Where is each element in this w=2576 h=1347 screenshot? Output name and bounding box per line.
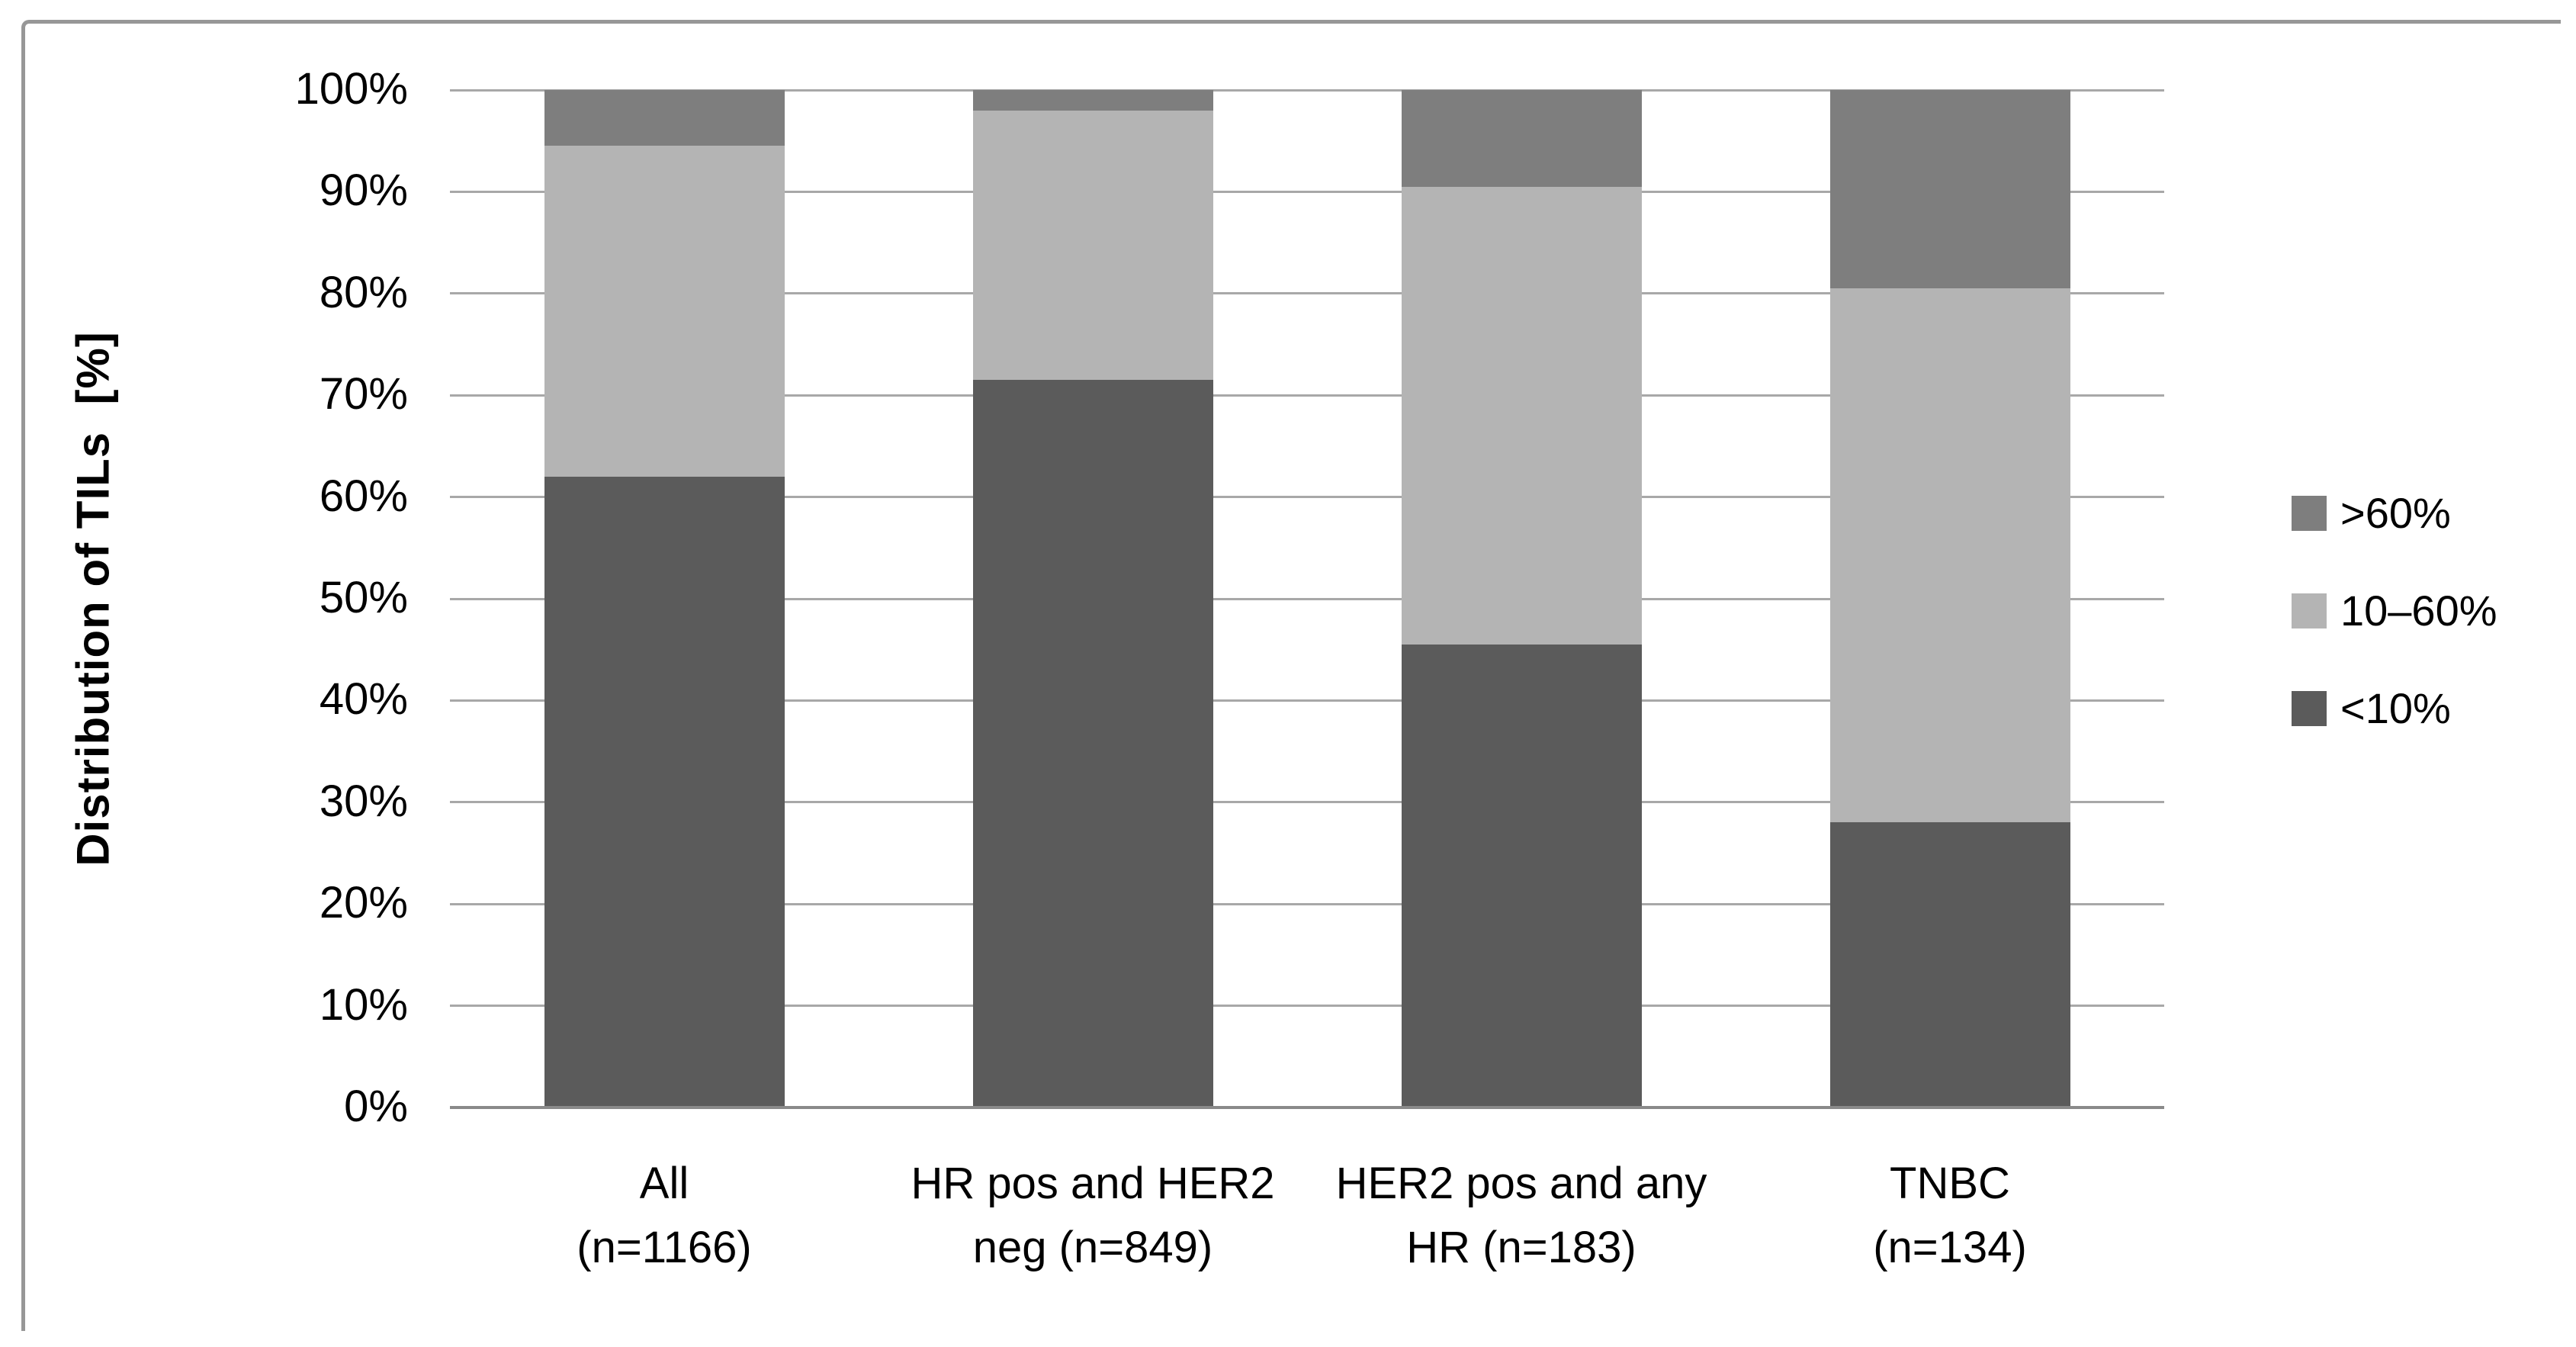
y-axis-tick-label: 90% <box>319 166 408 216</box>
bar-her2-pos-any-hr-segment-gt60 <box>1401 90 1642 187</box>
legend-swatch-10to60 <box>2292 593 2327 628</box>
gridline-80 <box>450 292 2164 295</box>
bar-hr-pos-her2-neg-segment-lt10 <box>972 380 1213 1107</box>
legend-entry-10to60: 10–60% <box>2292 590 2497 632</box>
legend-entry-lt10: <10% <box>2292 687 2451 730</box>
legend-label-gt60: >60% <box>2340 489 2451 537</box>
gridline-100 <box>450 88 2164 92</box>
category-label-line: All <box>639 1159 689 1208</box>
bar-tnbc-segment-10to60 <box>1829 288 2070 823</box>
gridline-40 <box>450 699 2164 702</box>
legend-swatch-gt60 <box>2292 496 2327 531</box>
gridline-20 <box>450 902 2164 905</box>
gridline-50 <box>450 597 2164 600</box>
gridline-90 <box>450 190 2164 193</box>
x-axis-category-label-tnbc: TNBC (n=134) <box>1645 1152 2255 1280</box>
bar-tnbc-segment-lt10 <box>1829 822 2070 1107</box>
y-axis-tick-label: 100% <box>294 63 408 114</box>
y-axis-tick-label: 80% <box>319 267 408 317</box>
gridline-10 <box>450 1005 2164 1008</box>
category-label-line: HER2 pos and any <box>1335 1159 1707 1208</box>
legend-label-10to60: 10–60% <box>2340 587 2497 635</box>
bar-hr-pos-her2-neg-segment-10to60 <box>972 110 1213 381</box>
x-axis-line <box>450 1106 2164 1109</box>
bar-all-segment-10to60 <box>544 146 785 477</box>
bar-tnbc-segment-gt60 <box>1829 90 2070 289</box>
bar-hr-pos-her2-neg-segment-gt60 <box>972 90 1213 111</box>
category-label-line: (n=134) <box>1873 1223 2027 1273</box>
x-axis-category-label-all: All (n=1166) <box>359 1152 969 1280</box>
y-axis-tick-label: 0% <box>344 1081 408 1131</box>
y-axis-tick-label: 30% <box>319 776 408 826</box>
y-axis-title: Distribution of TILs [%] <box>67 331 119 866</box>
category-label-line: TNBC <box>1890 1159 2010 1208</box>
x-axis-category-label-her2-pos-any-hr: HER2 pos and any HR (n=183) <box>1216 1152 1826 1280</box>
bar-all-segment-lt10 <box>544 476 785 1107</box>
category-label-line: HR (n=183) <box>1406 1223 1636 1273</box>
gridline-30 <box>450 801 2164 804</box>
y-axis-tick-label: 40% <box>319 674 408 725</box>
x-axis-category-label-hr-pos-her2-neg: HR pos and HER2 neg (n=849) <box>788 1152 1398 1280</box>
gridline-60 <box>450 496 2164 499</box>
legend-label-lt10: <10% <box>2340 684 2451 732</box>
legend-entry-gt60: >60% <box>2292 492 2451 535</box>
y-axis-tick-label: 70% <box>319 369 408 420</box>
legend-swatch-lt10 <box>2292 691 2327 726</box>
y-axis-tick-label: 20% <box>319 878 408 928</box>
y-axis-tick-label: 10% <box>319 979 408 1030</box>
y-axis-tick-label: 50% <box>319 572 408 622</box>
bar-her2-pos-any-hr-segment-10to60 <box>1401 186 1642 645</box>
bar-all-segment-gt60 <box>544 90 785 146</box>
bar-her2-pos-any-hr-segment-lt10 <box>1401 645 1642 1107</box>
category-label-line: neg (n=849) <box>972 1223 1213 1273</box>
gridline-70 <box>450 394 2164 397</box>
category-label-line: (n=1166) <box>577 1223 752 1273</box>
category-label-line: HR pos and HER2 <box>911 1159 1275 1208</box>
y-axis-tick-label: 60% <box>319 471 408 521</box>
